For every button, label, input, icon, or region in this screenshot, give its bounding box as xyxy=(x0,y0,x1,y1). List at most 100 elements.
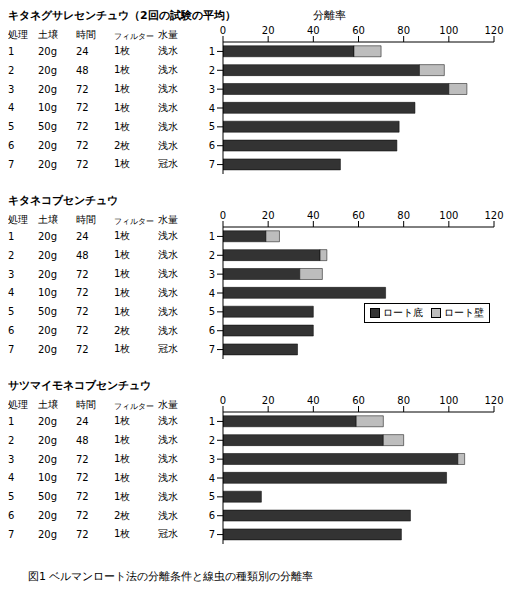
svg-text:20: 20 xyxy=(262,395,275,406)
svg-text:7: 7 xyxy=(209,344,215,355)
svg-text:20: 20 xyxy=(262,25,275,36)
svg-text:120: 120 xyxy=(484,25,503,36)
svg-text:120: 120 xyxy=(484,210,503,221)
svg-text:5: 5 xyxy=(209,491,215,502)
html-text:図1 ベルマンロート法の分離条件と線虫の種類別の分離率: 図1 ベルマンロート法の分離条件と線虫の種類別の分離率 xyxy=(28,570,314,583)
html-text:キタネグサレセンチュウ（2回の試験の平均）: キタネグサレセンチュウ（2回の試験の平均） xyxy=(8,9,236,22)
svg-text:6: 6 xyxy=(209,325,215,336)
svg-text:40: 40 xyxy=(307,395,320,406)
svg-text:40: 40 xyxy=(307,210,320,221)
svg-text:100: 100 xyxy=(439,25,458,36)
html-text:50g: 50g xyxy=(38,121,58,133)
html-text:72: 72 xyxy=(76,306,89,318)
svg-text:0: 0 xyxy=(220,395,226,406)
html-text:浅水: 浅水 xyxy=(158,268,178,280)
html-text:1枚: 1枚 xyxy=(114,45,131,57)
html-text:20g: 20g xyxy=(38,415,58,427)
svg-text:3: 3 xyxy=(209,84,215,95)
svg-text:60: 60 xyxy=(352,25,365,36)
html-text:浅水: 浅水 xyxy=(158,324,178,336)
html-text:72: 72 xyxy=(76,140,89,152)
html-text:20g: 20g xyxy=(38,434,58,446)
html-text:50g: 50g xyxy=(38,306,58,318)
svg-text:80: 80 xyxy=(397,395,410,406)
html-text:1枚: 1枚 xyxy=(114,120,131,132)
html-text:24: 24 xyxy=(76,415,89,427)
svg-text:1: 1 xyxy=(209,46,215,57)
html-text:1枚: 1枚 xyxy=(114,249,131,261)
svg-text:4: 4 xyxy=(209,473,215,484)
html-text:1枚: 1枚 xyxy=(114,415,131,427)
html-text:20g: 20g xyxy=(38,230,58,242)
html-text:浅水: 浅水 xyxy=(158,139,178,151)
html-text:10g: 10g xyxy=(38,287,58,299)
html-text:72: 72 xyxy=(76,268,89,280)
svg-text:5: 5 xyxy=(209,306,215,317)
svg-text:100: 100 xyxy=(439,210,458,221)
svg-text:6: 6 xyxy=(209,140,215,151)
svg-text:7: 7 xyxy=(209,529,215,540)
svg-text:2: 2 xyxy=(209,65,215,76)
html-text:20g: 20g xyxy=(38,140,58,152)
html-text:分離率: 分離率 xyxy=(313,9,346,22)
svg-text:60: 60 xyxy=(352,395,365,406)
svg-text:2: 2 xyxy=(209,250,215,261)
svg-text:0: 0 xyxy=(220,210,226,221)
svg-text:7: 7 xyxy=(209,159,215,170)
html-text:72: 72 xyxy=(76,102,89,114)
svg-text:100: 100 xyxy=(439,395,458,406)
html-text:20g: 20g xyxy=(38,64,58,76)
html-text:冠水: 冠水 xyxy=(158,158,178,170)
html-text:48: 48 xyxy=(76,249,89,261)
html-text:1枚: 1枚 xyxy=(114,230,131,242)
html-text:1枚: 1枚 xyxy=(114,64,131,76)
html-text:1枚: 1枚 xyxy=(114,83,131,95)
svg-text:0: 0 xyxy=(220,25,226,36)
html-text:72: 72 xyxy=(76,287,89,299)
svg-text:2: 2 xyxy=(209,435,215,446)
html-text:1枚: 1枚 xyxy=(114,158,131,170)
html-text:2枚: 2枚 xyxy=(114,139,131,151)
html-text:浅水: 浅水 xyxy=(158,415,178,427)
svg-text:120: 120 xyxy=(484,395,503,406)
html-text:72: 72 xyxy=(76,121,89,133)
html-text:1枚: 1枚 xyxy=(114,343,131,355)
svg-text:3: 3 xyxy=(209,454,215,465)
html-text:72: 72 xyxy=(76,83,89,95)
html-text:20g: 20g xyxy=(38,45,58,57)
svg-text:20: 20 xyxy=(262,210,275,221)
html-text:キタネコブセンチュウ: キタネコブセンチュウ xyxy=(8,194,118,207)
html-text:10g: 10g xyxy=(38,102,58,114)
svg-text:1: 1 xyxy=(209,416,215,427)
html-text:浅水: 浅水 xyxy=(158,120,178,132)
html-text:20g: 20g xyxy=(38,325,58,337)
html-text:浅水: 浅水 xyxy=(158,305,178,317)
html-text:浅水: 浅水 xyxy=(158,64,178,76)
html-text:1枚: 1枚 xyxy=(114,305,131,317)
svg-text:40: 40 xyxy=(307,25,320,36)
html-text:1枚: 1枚 xyxy=(114,268,131,280)
html-text:冠水: 冠水 xyxy=(158,343,178,355)
svg-text:4: 4 xyxy=(209,103,215,114)
svg-text:3: 3 xyxy=(209,269,215,280)
html-text:サツマイモネコブセンチュウ: サツマイモネコブセンチュウ xyxy=(8,379,151,392)
html-text:浅水: 浅水 xyxy=(158,249,178,261)
html-text:浅水: 浅水 xyxy=(158,83,178,95)
html-text:20g: 20g xyxy=(38,249,58,261)
svg-text:4: 4 xyxy=(209,288,215,299)
html-text:24: 24 xyxy=(76,230,89,242)
html-text:72: 72 xyxy=(76,325,89,337)
svg-text:60: 60 xyxy=(352,210,365,221)
svg-text:5: 5 xyxy=(209,121,215,132)
html-text:浅水: 浅水 xyxy=(158,45,178,57)
svg-text:80: 80 xyxy=(397,25,410,36)
html-text:48: 48 xyxy=(76,64,89,76)
svg-text:80: 80 xyxy=(397,210,410,221)
html-text:2枚: 2枚 xyxy=(114,324,131,336)
html-text:20g: 20g xyxy=(38,83,58,95)
html-text:20g: 20g xyxy=(38,268,58,280)
svg-text:6: 6 xyxy=(209,510,215,521)
svg-text:1: 1 xyxy=(209,231,215,242)
html-text:24: 24 xyxy=(76,45,89,57)
html-text:浅水: 浅水 xyxy=(158,230,178,242)
